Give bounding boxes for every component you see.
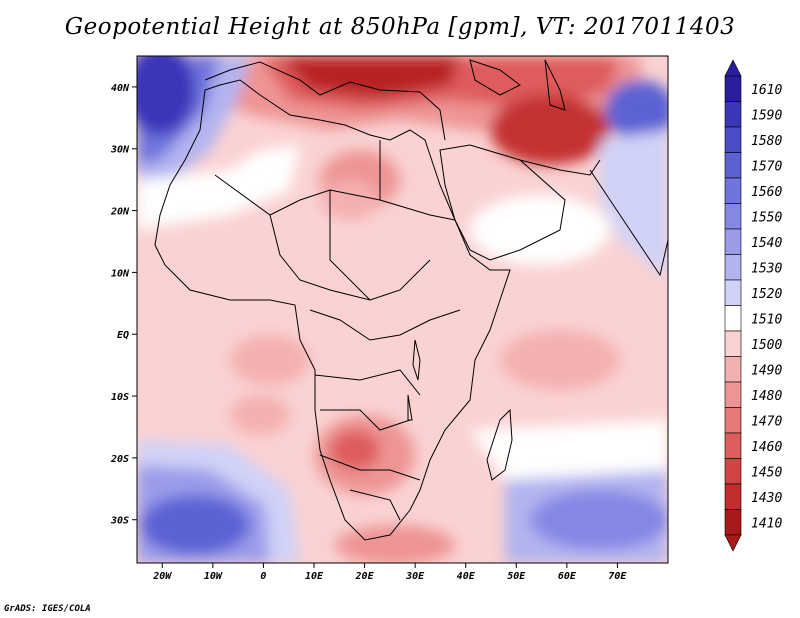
map-title: Geopotential Height at 850hPa [gpm], VT:… bbox=[64, 14, 736, 40]
colorbar-label: 1490 bbox=[751, 363, 782, 378]
colorbar-swatch bbox=[724, 381, 742, 408]
colorbar-label: 1510 bbox=[751, 312, 782, 327]
colorbar-swatch bbox=[724, 101, 742, 128]
lat-tick-label: EQ bbox=[117, 330, 129, 341]
colorbar-swatch bbox=[724, 279, 742, 306]
lon-tick-label: 20W bbox=[152, 571, 172, 582]
colorbar-swatch bbox=[724, 254, 742, 281]
colorbar-swatch bbox=[724, 356, 742, 383]
lat-tick-label: 30N bbox=[110, 145, 130, 156]
colorbar-swatch bbox=[724, 177, 742, 204]
colorbar-label: 1430 bbox=[751, 491, 782, 506]
colorbar-label: 1550 bbox=[751, 210, 782, 225]
colorbar-swatch bbox=[724, 152, 742, 179]
lon-tick-label: 20E bbox=[355, 571, 375, 582]
colorbar-swatch bbox=[724, 509, 742, 536]
grads-credit: GrADS: IGES/COLA bbox=[4, 604, 91, 614]
lon-tick-label: 60E bbox=[558, 571, 577, 582]
lon-tick-label: 0 bbox=[260, 571, 266, 582]
lat-tick-label: 20S bbox=[110, 454, 129, 465]
lon-tick-label: 40E bbox=[457, 571, 476, 582]
colorbar-swatch bbox=[724, 432, 742, 459]
lat-tick-label: 10N bbox=[111, 268, 130, 279]
map-frame bbox=[136, 55, 669, 564]
colorbar-swatch bbox=[724, 228, 742, 255]
colorbar-swatch bbox=[724, 483, 742, 510]
colorbar-max-arrow bbox=[724, 59, 742, 77]
colorbar: 1610 1590 1580 1570 1560 1550 1540 1530 1520 1510… bbox=[724, 59, 782, 552]
lat-tick-label: 40N bbox=[111, 83, 130, 94]
lat-tick-label: 10S bbox=[111, 392, 129, 403]
lon-tick-label: 10E bbox=[305, 571, 324, 582]
coastlines bbox=[154, 59, 668, 541]
colorbar-swatch bbox=[724, 126, 742, 153]
colorbar-label: 1500 bbox=[751, 338, 782, 353]
lon-tick-label: 70E bbox=[608, 571, 627, 582]
colorbar-label: 1480 bbox=[751, 389, 782, 404]
colorbar-label: 1460 bbox=[751, 440, 782, 455]
colorbar-swatch bbox=[724, 203, 742, 230]
height-field bbox=[137, 56, 668, 563]
latitude-ticks: 40N 30N 20N 10N EQ 10S 20S 30S bbox=[110, 83, 137, 527]
colorbar-label: 1410 bbox=[751, 516, 782, 531]
colorbar-label: 1530 bbox=[751, 261, 782, 276]
lat-tick-label: 30S bbox=[110, 516, 129, 527]
colorbar-min-arrow bbox=[724, 534, 742, 552]
colorbar-label: 1470 bbox=[751, 414, 782, 429]
colorbar-label: 1570 bbox=[751, 159, 782, 174]
colorbar-label: 1560 bbox=[751, 185, 782, 200]
lon-tick-label: 10W bbox=[204, 571, 223, 582]
colorbar-swatch bbox=[724, 75, 742, 102]
colorbar-swatch bbox=[724, 458, 742, 485]
colorbar-label: 1610 bbox=[751, 83, 782, 98]
colorbar-label: 1450 bbox=[751, 465, 782, 480]
colorbar-swatch bbox=[724, 407, 742, 434]
colorbar-label: 1580 bbox=[751, 134, 782, 149]
colorbar-swatch bbox=[724, 305, 742, 332]
colorbar-label: 1590 bbox=[751, 108, 782, 123]
colorbar-label: 1540 bbox=[751, 236, 782, 251]
lon-tick-label: 50E bbox=[507, 571, 526, 582]
lon-tick-label: 30E bbox=[405, 571, 425, 582]
lat-tick-label: 20N bbox=[110, 207, 130, 218]
colorbar-swatch bbox=[724, 330, 742, 357]
longitude-ticks: 20W 10W 0 10E 20E 30E 40E 50E 60E 70E bbox=[152, 563, 627, 582]
colorbar-label: 1520 bbox=[751, 287, 782, 302]
